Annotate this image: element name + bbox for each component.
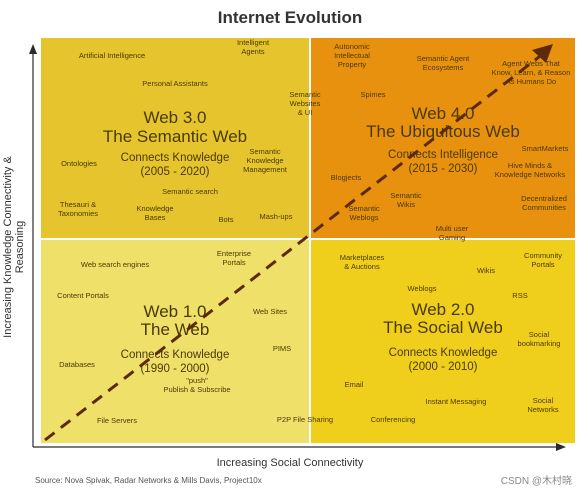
y-axis-arrowhead — [29, 44, 37, 54]
web3-item: Intelligent Agents — [236, 38, 270, 56]
web1-item: Web Sites — [252, 306, 288, 316]
web4-item: SmartMarkets — [521, 143, 569, 153]
web2-item: RSS — [512, 290, 528, 300]
quadrant-web2: Web 2.0 The Social Web Connects Knowledg… — [311, 240, 575, 443]
web1-item: PIMS — [272, 343, 292, 353]
web4-item: Semantic Agent Ecosystems — [416, 54, 470, 72]
web2-item: Wikis — [477, 265, 495, 275]
web3-title-line2: The Semantic Web — [102, 127, 248, 146]
web1-item: Enterprise Portals — [216, 249, 252, 267]
web3-item: Mash-ups — [259, 211, 293, 221]
web3-years: (2005 - 2020) — [140, 166, 210, 178]
web4-item: Hive Minds & Knowledge Networks — [494, 161, 566, 179]
web1-item: Web search engines — [80, 259, 150, 269]
web2-subtitle: Connects Knowledge — [388, 347, 498, 359]
web2-item: Social Networks — [527, 396, 559, 414]
web4-item: Semantic Weblogs — [348, 204, 380, 222]
evolution-trend-line — [44, 48, 549, 442]
quadrant-web4: Web 4.0 The Ubiquitous Web Connects Inte… — [311, 38, 575, 238]
web4-item: Autonomic Intellectual Property — [334, 41, 370, 69]
web1-item: P2P File Sharing — [276, 414, 334, 424]
diagram-title: Internet Evolution — [217, 8, 363, 27]
web4-item: Blogjects — [330, 172, 362, 182]
web2-item: Email — [344, 379, 364, 389]
watermark: CSDN @木村晓 — [500, 476, 572, 487]
web1-item: Content Portals — [57, 290, 109, 300]
source-note: Source: Nova Spivak, Radar Networks & Mi… — [35, 476, 262, 485]
web3-item: Knowledge Bases — [136, 204, 174, 222]
web2-item: Instant Messaging — [425, 396, 487, 406]
web2-title-line1: Web 2.0 — [411, 300, 475, 319]
web1-item: File Servers — [96, 415, 138, 425]
web3-item: Semantic Websites & UI — [289, 89, 321, 117]
web3-item: Thesauri & Taxonomies — [57, 200, 99, 218]
web4-years: (2015 - 2030) — [408, 163, 478, 175]
web4-item: Semantic Wikis — [390, 191, 422, 209]
web1-item: "push" Publish & Subscribe — [163, 376, 231, 394]
web3-item: Semantic Knowledge Management — [243, 146, 287, 174]
web2-item: Multi user Gaming — [435, 224, 469, 242]
web3-item: Bots — [218, 214, 234, 224]
web4-item: Spimes — [360, 89, 386, 99]
web1-item: Databases — [59, 359, 95, 369]
quadrant-web3: Web 3.0 The Semantic Web Connects Knowle… — [41, 38, 309, 238]
x-axis-label: Increasing Social Connectivity — [216, 457, 364, 469]
x-axis-arrowhead — [556, 443, 566, 451]
web3-item: Artificial Intelligence — [78, 50, 146, 60]
web3-subtitle: Connects Knowledge — [120, 152, 230, 164]
web3-item: Ontologies — [61, 158, 97, 168]
web2-item: Social bookmarking — [517, 330, 561, 348]
web2-item: Marketplaces & Auctions — [339, 253, 385, 271]
web2-item: Conferencing — [370, 414, 416, 424]
y-axis-label: Increasing Knowledge Connectivity & Reas… — [2, 156, 26, 338]
web1-subtitle: Connects Knowledge — [120, 349, 230, 361]
web3-item: Semantic search — [162, 186, 218, 196]
web4-item: Decentralized Communities — [521, 194, 567, 212]
web2-item: Community Portals — [524, 251, 562, 269]
web2-title-line2: The Social Web — [383, 318, 503, 337]
web1-years: (1990 - 2000) — [140, 363, 210, 375]
web2-years: (2000 - 2010) — [408, 361, 478, 373]
trend-arrowhead — [532, 44, 553, 63]
web3-title-line1: Web 3.0 — [143, 108, 207, 127]
web3-item: Personal Assistants — [142, 78, 208, 88]
web2-item: Weblogs — [407, 283, 437, 293]
web1-title-line1: Web 1.0 — [143, 302, 207, 321]
